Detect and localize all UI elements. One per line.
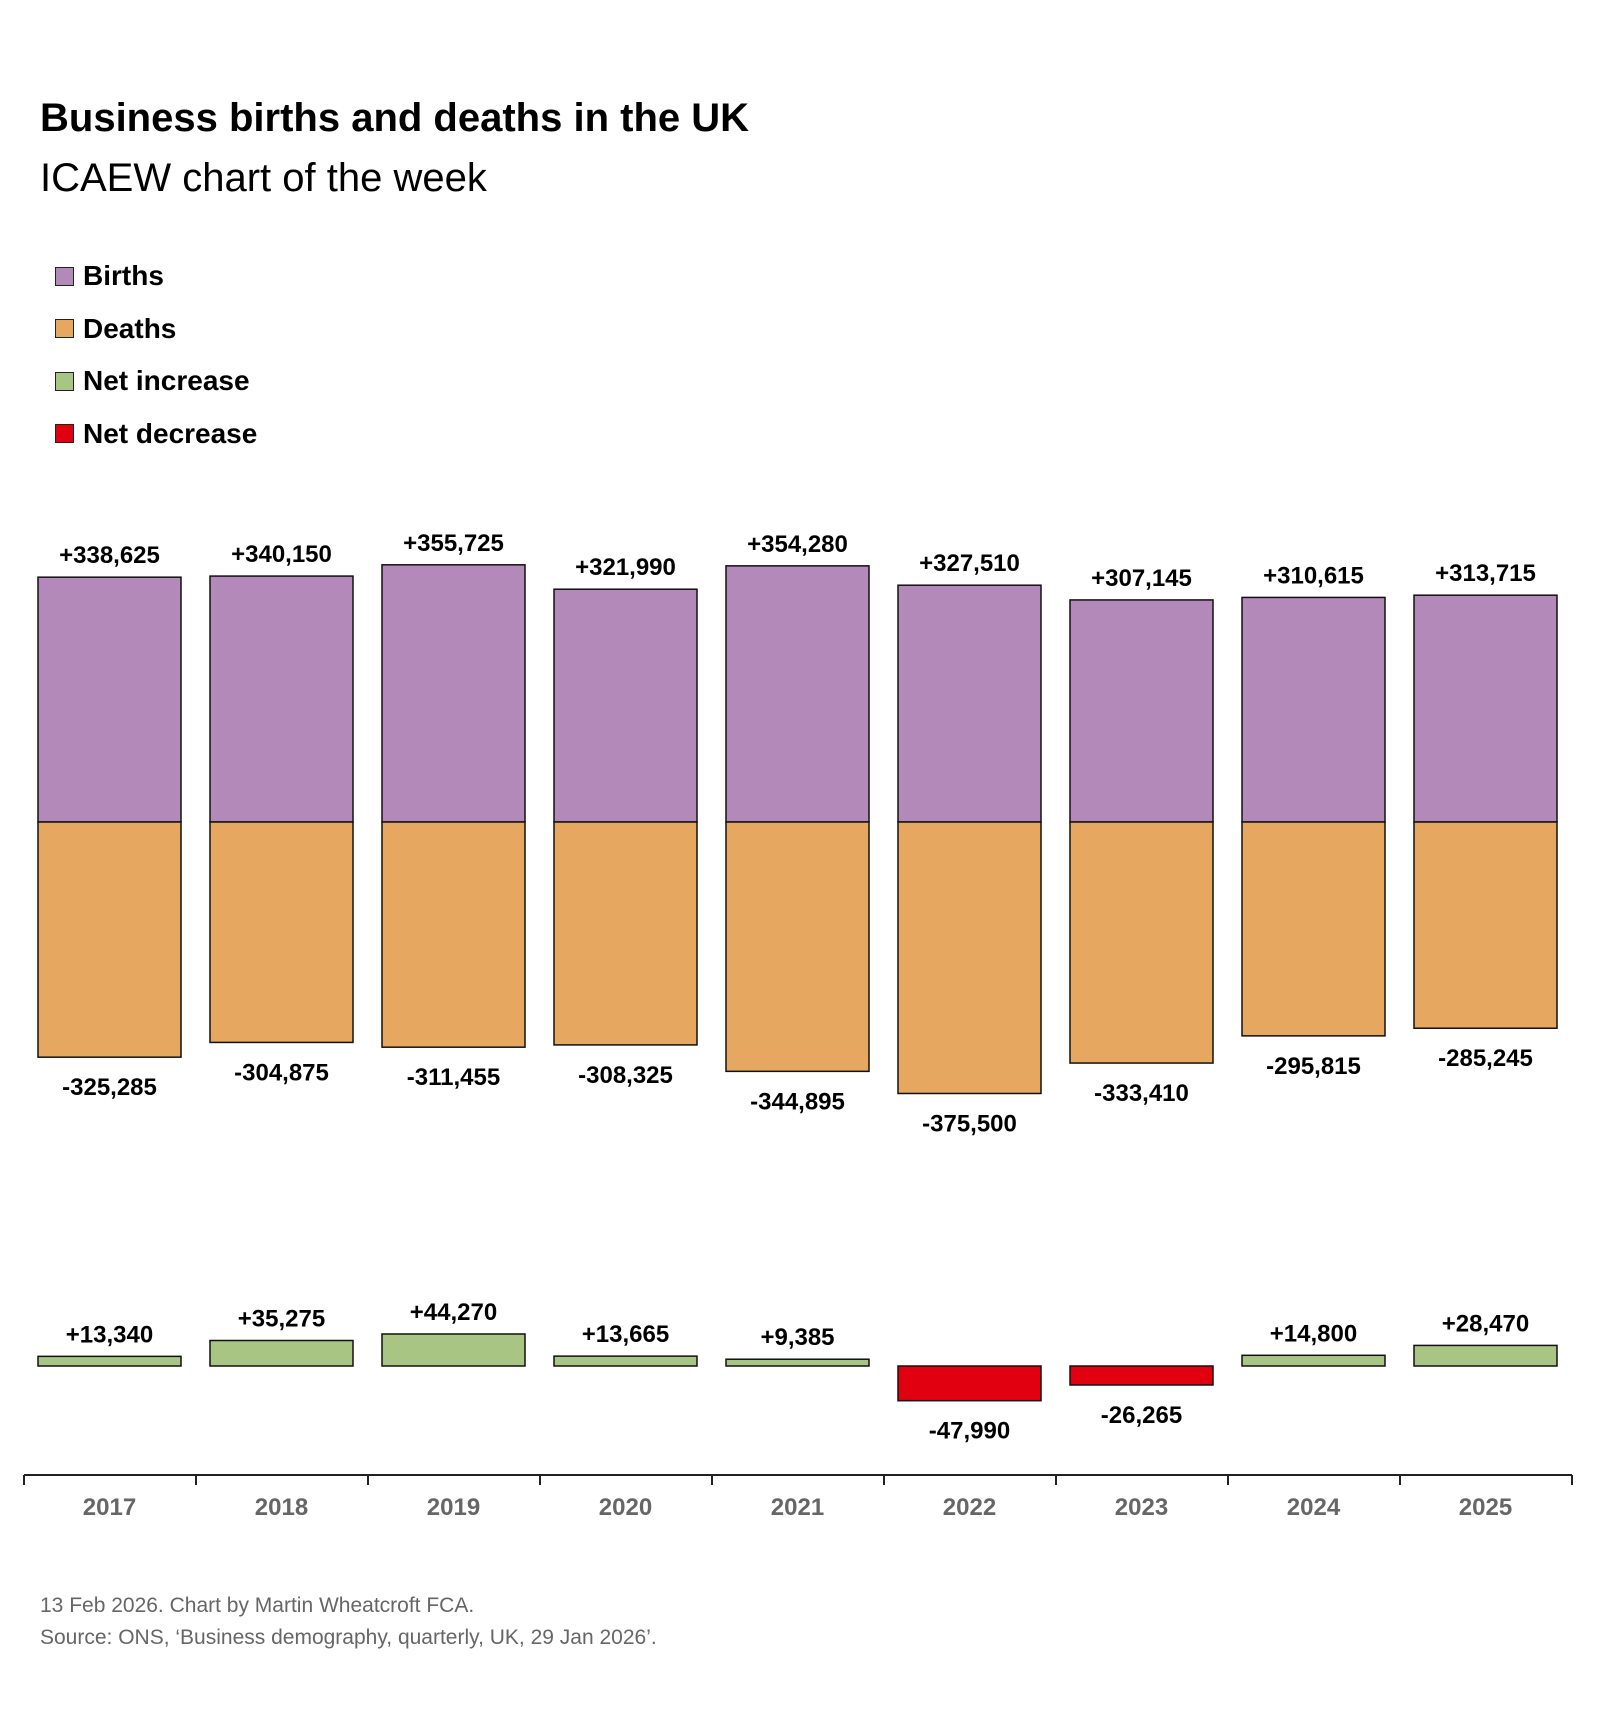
footer-source: Source: ONS, ‘Business demography, quart… xyxy=(40,1626,657,1649)
legend-label: Net increase xyxy=(83,365,250,397)
births-bar xyxy=(1069,599,1214,823)
births-bar xyxy=(553,588,698,823)
footer: 13 Feb 2026. Chart by Martin Wheatcroft … xyxy=(40,1590,657,1654)
legend-label: Births xyxy=(83,260,164,292)
deaths-label: -308,325 xyxy=(578,1062,673,1089)
births-label: +338,625 xyxy=(59,542,160,569)
births-bar xyxy=(1241,596,1386,823)
births-label: +327,510 xyxy=(919,550,1020,577)
deaths-label: -375,500 xyxy=(922,1110,1017,1137)
net-increase-bar xyxy=(381,1333,526,1367)
deaths-bar xyxy=(381,821,526,1048)
births-label: +340,150 xyxy=(231,541,332,568)
footer-credit: 13 Feb 2026. Chart by Martin Wheatcroft … xyxy=(40,1594,475,1617)
births-label: +321,990 xyxy=(575,554,676,581)
net-label: +44,270 xyxy=(410,1299,497,1326)
legend-swatch-net-increase xyxy=(55,371,74,391)
net-increase-bar xyxy=(553,1355,698,1367)
x-tick-label: 2019 xyxy=(427,1494,480,1521)
net-increase-bar xyxy=(725,1358,870,1367)
deaths-label: -344,895 xyxy=(750,1088,845,1115)
x-tick-label: 2017 xyxy=(83,1494,136,1521)
deaths-label: -325,285 xyxy=(62,1074,157,1101)
x-tick-label: 2018 xyxy=(255,1494,308,1521)
x-tick-label: 2020 xyxy=(599,1494,652,1521)
legend-item-deaths: Deaths xyxy=(55,303,257,356)
net-label: -47,990 xyxy=(929,1418,1010,1445)
deaths-bar xyxy=(1069,821,1214,1064)
net-increase-bar xyxy=(1413,1344,1558,1367)
births-label: +313,715 xyxy=(1435,560,1536,587)
net-label: +13,665 xyxy=(582,1321,669,1348)
legend-swatch-deaths xyxy=(55,319,74,339)
x-tick-label: 2022 xyxy=(943,1494,996,1521)
births-label: +355,725 xyxy=(403,530,504,557)
births-bar xyxy=(37,576,182,823)
legend-label: Net decrease xyxy=(83,417,258,449)
x-tick-label: 2023 xyxy=(1115,1494,1168,1521)
births-label: +310,615 xyxy=(1263,562,1364,589)
births-bar xyxy=(1413,594,1558,823)
net-label: +14,800 xyxy=(1270,1320,1357,1347)
deaths-label: -311,455 xyxy=(407,1064,500,1091)
births-bar xyxy=(725,565,870,823)
births-bar xyxy=(897,584,1042,823)
chart-subtitle: ICAEW chart of the week xyxy=(40,156,487,200)
x-tick-label: 2024 xyxy=(1287,1494,1341,1521)
chart-title: Business births and deaths in the UK xyxy=(40,96,750,140)
deaths-bar xyxy=(209,821,354,1044)
legend-swatch-net-decrease xyxy=(55,424,74,444)
net-label: -26,265 xyxy=(1101,1402,1182,1429)
x-tick-label: 2021 xyxy=(771,1494,824,1521)
deaths-label: -304,875 xyxy=(234,1059,329,1086)
net-increase-bar xyxy=(209,1339,354,1367)
net-increase-bar xyxy=(37,1355,182,1367)
deaths-bar xyxy=(897,821,1042,1095)
net-label: +35,275 xyxy=(238,1305,325,1332)
legend-item-births: Births xyxy=(55,250,257,303)
legend-swatch-births xyxy=(55,266,74,286)
deaths-bar xyxy=(37,821,182,1058)
legend: Births Deaths Net increase Net decrease xyxy=(55,250,257,460)
deaths-label: -285,245 xyxy=(1438,1045,1533,1072)
births-label: +307,145 xyxy=(1091,565,1192,592)
legend-item-net-increase: Net increase xyxy=(55,355,257,408)
net-label: +13,340 xyxy=(66,1321,153,1348)
net-label: +9,385 xyxy=(760,1324,834,1351)
deaths-label: -295,815 xyxy=(1266,1053,1361,1080)
net-increase-bar xyxy=(1241,1354,1386,1367)
deaths-bar xyxy=(1241,821,1386,1037)
births-bar xyxy=(209,575,354,823)
net-decrease-bar xyxy=(897,1365,1042,1402)
legend-label: Deaths xyxy=(83,312,177,344)
x-tick-label: 2025 xyxy=(1459,1494,1512,1521)
legend-item-net-decrease: Net decrease xyxy=(55,408,257,461)
deaths-bar xyxy=(725,821,870,1073)
deaths-label: -333,410 xyxy=(1094,1080,1189,1107)
net-decrease-bar xyxy=(1069,1365,1214,1386)
births-label: +354,280 xyxy=(747,531,848,558)
deaths-bar xyxy=(1413,821,1558,1029)
deaths-bar xyxy=(553,821,698,1046)
net-label: +28,470 xyxy=(1442,1310,1529,1337)
births-bar xyxy=(381,564,526,823)
